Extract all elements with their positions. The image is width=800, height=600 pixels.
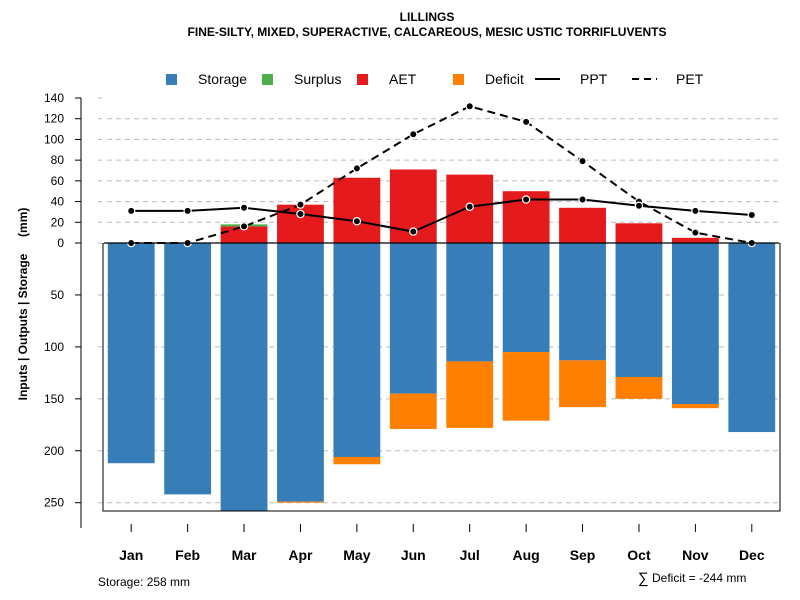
storage-bar bbox=[615, 243, 663, 377]
deficit-bar bbox=[615, 377, 663, 399]
chart-title: LILLINGS bbox=[400, 10, 455, 24]
deficit-bar bbox=[333, 456, 381, 465]
x-tick-label: Nov bbox=[682, 547, 709, 563]
axes: 0 20 40 60 80 100 120 140 50 100 150 200 250 Jan Feb Ma… bbox=[44, 91, 781, 563]
storage-bar bbox=[333, 243, 381, 457]
ppt-point bbox=[747, 210, 756, 220]
bars bbox=[107, 169, 776, 511]
storage-bar bbox=[502, 243, 550, 353]
x-tick-label: Jul bbox=[460, 547, 480, 563]
ppt-point bbox=[183, 206, 192, 216]
legend-swatch-storage bbox=[166, 74, 177, 85]
legend-swatch-aet bbox=[357, 74, 368, 85]
x-tick-label: Oct bbox=[627, 547, 651, 563]
aet-bar bbox=[559, 207, 606, 243]
deficit-bar bbox=[671, 404, 719, 409]
chart-subtitle: FINE-SILTY, MIXED, SUPERACTIVE, CALCAREO… bbox=[188, 25, 667, 39]
storage-bar bbox=[671, 243, 719, 405]
aet-bar bbox=[615, 223, 663, 243]
y-tick-label: 60 bbox=[51, 174, 65, 188]
y-tick-label: 20 bbox=[51, 215, 65, 229]
x-tick-label: Mar bbox=[232, 547, 257, 563]
storage-bar bbox=[389, 243, 437, 394]
ppt-point bbox=[634, 201, 644, 210]
x-tick-label: Jun bbox=[401, 547, 426, 563]
storage-bar bbox=[446, 243, 494, 362]
legend-swatch-deficit bbox=[453, 74, 464, 85]
pet-point bbox=[296, 200, 305, 209]
y-tick-label: 100 bbox=[44, 340, 64, 354]
storage-bar bbox=[728, 243, 776, 433]
ppt-point bbox=[691, 206, 700, 216]
legend-label-ppt: PPT bbox=[580, 71, 608, 87]
pet-point bbox=[239, 222, 249, 231]
legend-label-storage: Storage bbox=[198, 71, 247, 87]
y-tick-label: 200 bbox=[44, 444, 64, 458]
y-tick-label: 40 bbox=[51, 195, 65, 209]
deficit-bar bbox=[389, 393, 437, 429]
x-tick-label: May bbox=[343, 547, 370, 563]
deficit-bar bbox=[446, 361, 494, 428]
series-lines bbox=[127, 102, 756, 248]
storage-bar bbox=[164, 243, 212, 495]
y-tick-label: 80 bbox=[51, 153, 65, 167]
pet-point bbox=[352, 164, 362, 173]
ppt-point bbox=[521, 195, 531, 204]
ppt-point bbox=[465, 202, 474, 211]
legend: Storage Surplus AET Deficit PPT PET bbox=[166, 71, 704, 87]
y-axis-label: Inputs | Outputs | Storage (mm) bbox=[16, 208, 30, 401]
x-tick-label: Dec bbox=[739, 547, 765, 563]
x-tick-label: Feb bbox=[175, 547, 200, 563]
pet-point bbox=[691, 228, 700, 237]
legend-label-deficit: Deficit bbox=[485, 71, 524, 87]
pet-point bbox=[578, 156, 587, 166]
storage-bar bbox=[107, 243, 155, 464]
deficit-bar bbox=[502, 352, 550, 421]
x-tick-label: Sep bbox=[570, 547, 596, 563]
legend-label-surplus: Surplus bbox=[294, 71, 341, 87]
y-tick-label: 120 bbox=[44, 112, 64, 126]
pet-point bbox=[465, 102, 474, 111]
deficit-sum-symbol: ∑ bbox=[638, 570, 649, 587]
legend-swatch-surplus bbox=[262, 74, 273, 85]
x-tick-label: Aug bbox=[513, 547, 540, 563]
y-tick-label: 0 bbox=[57, 236, 64, 250]
aet-bar bbox=[671, 237, 719, 243]
storage-bar bbox=[559, 243, 606, 361]
deficit-bar bbox=[277, 501, 324, 503]
deficit-bar bbox=[559, 360, 606, 408]
legend-label-aet: AET bbox=[389, 71, 417, 87]
legend-label-pet: PET bbox=[676, 71, 704, 87]
deficit-note: Deficit = -244 mm bbox=[652, 571, 746, 585]
y-tick-label: 100 bbox=[44, 132, 64, 146]
y-tick-label: 50 bbox=[51, 288, 65, 302]
x-tick-label: Jan bbox=[119, 547, 143, 563]
y-tick-label: 140 bbox=[44, 91, 64, 105]
y-tick-label: 250 bbox=[44, 496, 64, 510]
ppt-point bbox=[296, 209, 305, 219]
storage-note: Storage: 258 mm bbox=[98, 575, 190, 589]
ppt-point bbox=[239, 203, 249, 212]
ppt-point bbox=[409, 227, 418, 236]
ppt-point bbox=[578, 195, 587, 204]
pet-point bbox=[521, 117, 531, 127]
ppt-line bbox=[131, 198, 752, 233]
storage-bar bbox=[220, 243, 268, 511]
aet-bar bbox=[333, 177, 381, 243]
y-tick-label: 150 bbox=[44, 392, 64, 406]
aet-bar bbox=[220, 226, 268, 243]
pet-point bbox=[409, 130, 418, 139]
ppt-point bbox=[127, 206, 136, 216]
x-tick-label: Apr bbox=[288, 547, 313, 563]
ppt-point bbox=[352, 217, 362, 226]
storage-bar bbox=[277, 243, 324, 502]
